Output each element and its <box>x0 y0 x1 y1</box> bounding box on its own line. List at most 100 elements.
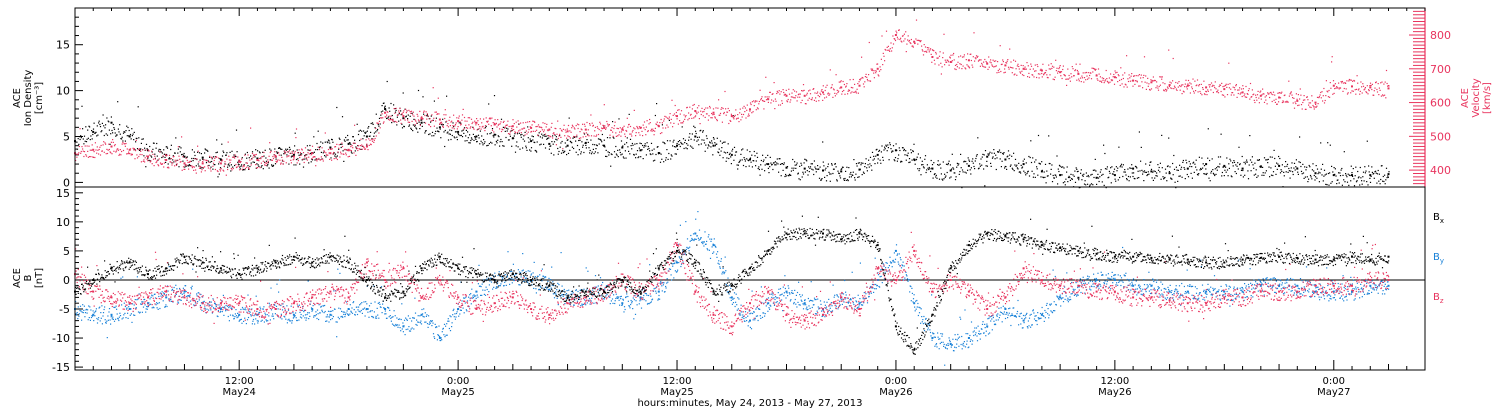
by-series-dot <box>340 316 342 318</box>
ion-density-series-dot <box>1246 159 1248 161</box>
ion-density-series-dot <box>675 146 677 148</box>
ion-density-series-dot <box>497 135 499 137</box>
velocity-series-dot <box>992 59 994 61</box>
velocity-series-dot <box>1346 93 1349 95</box>
by-series-dot <box>264 312 266 314</box>
ion-density-series-dot <box>1368 171 1370 173</box>
by-series-dot <box>208 304 210 306</box>
ion-density-series-point <box>1223 164 1226 167</box>
velocity-series-dot <box>392 119 394 121</box>
velocity-series-dot <box>1151 79 1153 82</box>
ion-density-series-point <box>1241 167 1244 170</box>
ion-density-series-dot <box>328 140 330 142</box>
velocity-series-dot <box>106 152 109 155</box>
ion-density-series-dot <box>108 121 110 123</box>
ion-density-series-dot <box>1226 169 1229 171</box>
by-series-dot <box>148 304 151 306</box>
ion-density-series-dot <box>1166 180 1168 182</box>
velocity-series-dot <box>1196 79 1199 81</box>
ion-density-series-dot <box>267 162 269 164</box>
velocity-series-point <box>347 148 350 151</box>
velocity-series-dot <box>1100 80 1102 82</box>
ion-density-series-dot <box>536 141 538 143</box>
velocity-series-dot <box>1269 96 1271 99</box>
velocity-series-dot <box>119 149 121 151</box>
velocity-series-dot <box>1366 92 1368 94</box>
velocity-series-dot <box>921 49 923 51</box>
ion-density-series-dot <box>696 140 698 142</box>
ion-density-series-dot <box>269 148 271 150</box>
ion-density-series-dot <box>97 134 99 136</box>
velocity-series-dot <box>848 89 850 91</box>
velocity-series-dot <box>1276 103 1278 105</box>
ion-density-series-dot <box>133 139 135 141</box>
velocity-series-dot <box>922 50 924 52</box>
ion-density-series-dot <box>655 153 657 156</box>
by-series-dot <box>217 315 219 318</box>
ion-density-series-dot <box>1149 164 1151 166</box>
velocity-series-dot <box>974 60 976 62</box>
velocity-series-dot <box>334 146 337 148</box>
ion-density-series-dot <box>1188 160 1190 163</box>
velocity-series-dot <box>1272 94 1274 96</box>
velocity-series-dot <box>574 128 576 130</box>
ion-density-series-dot <box>292 150 294 152</box>
ion-density-series-dot <box>284 152 286 154</box>
ion-density-series-dot <box>1104 152 1106 155</box>
by-series-point <box>1387 284 1390 287</box>
velocity-series-dot <box>884 60 886 62</box>
velocity-series-dot <box>1073 75 1075 77</box>
velocity-series-dot <box>1150 88 1153 90</box>
ion-density-series-dot <box>1160 178 1162 180</box>
velocity-series-dot <box>321 147 323 149</box>
ion-density-series-dot <box>543 143 545 145</box>
velocity-series-dot <box>1083 77 1086 79</box>
velocity-series-dot <box>200 166 202 168</box>
ion-density-series-dot <box>1318 171 1320 173</box>
ion-density-series-dot <box>1093 176 1095 179</box>
ion-density-series-dot <box>421 125 423 127</box>
velocity-series-point <box>457 120 460 123</box>
ion-density-series-dot <box>702 131 704 133</box>
ion-density-series-dot <box>1233 161 1236 163</box>
ion-density-series-dot <box>424 132 426 134</box>
velocity-series-dot <box>1380 95 1382 97</box>
ion-density-series-dot <box>160 151 162 153</box>
velocity-series-dot <box>391 118 393 120</box>
velocity-series-dot <box>578 137 580 139</box>
by-series-dot <box>228 320 230 322</box>
velocity-series-dot <box>560 129 563 131</box>
by-series-dot <box>327 316 329 318</box>
velocity-series-dot <box>1388 85 1390 87</box>
velocity-series-dot <box>777 91 779 94</box>
ion-density-series-dot <box>1375 172 1377 174</box>
ion-density-series-dot <box>703 142 706 144</box>
ion-density-series-dot <box>449 129 451 131</box>
by-series-dot <box>137 298 139 300</box>
ion-density-series-dot <box>790 174 792 176</box>
ion-density-series-dot <box>811 163 813 165</box>
ion-density-series-dot <box>1176 169 1178 171</box>
velocity-series-dot <box>315 159 317 161</box>
velocity-series-dot <box>295 137 297 139</box>
ion-density-series-dot <box>1180 168 1182 170</box>
velocity-series-dot <box>1311 100 1313 102</box>
velocity-series-dot <box>259 167 261 169</box>
velocity-series-dot <box>1274 101 1276 103</box>
ion-density-series-dot <box>1044 176 1046 178</box>
velocity-series-dot <box>952 54 954 56</box>
velocity-series-dot <box>1261 94 1263 96</box>
velocity-series-dot <box>120 154 122 156</box>
velocity-series-dot <box>433 125 435 127</box>
ion-density-series-point <box>1059 174 1062 177</box>
velocity-series-dot <box>854 83 856 85</box>
velocity-series-dot <box>222 169 224 171</box>
ion-density-series-dot <box>426 114 428 116</box>
ion-density-series-dot <box>1203 165 1206 167</box>
ion-density-series-dot <box>1096 183 1098 185</box>
by-series-dot <box>170 300 172 302</box>
ion-density-series-dot <box>199 159 201 161</box>
velocity-series-dot <box>767 98 769 100</box>
velocity-series-dot <box>740 119 742 121</box>
velocity-series-dot <box>302 158 304 160</box>
